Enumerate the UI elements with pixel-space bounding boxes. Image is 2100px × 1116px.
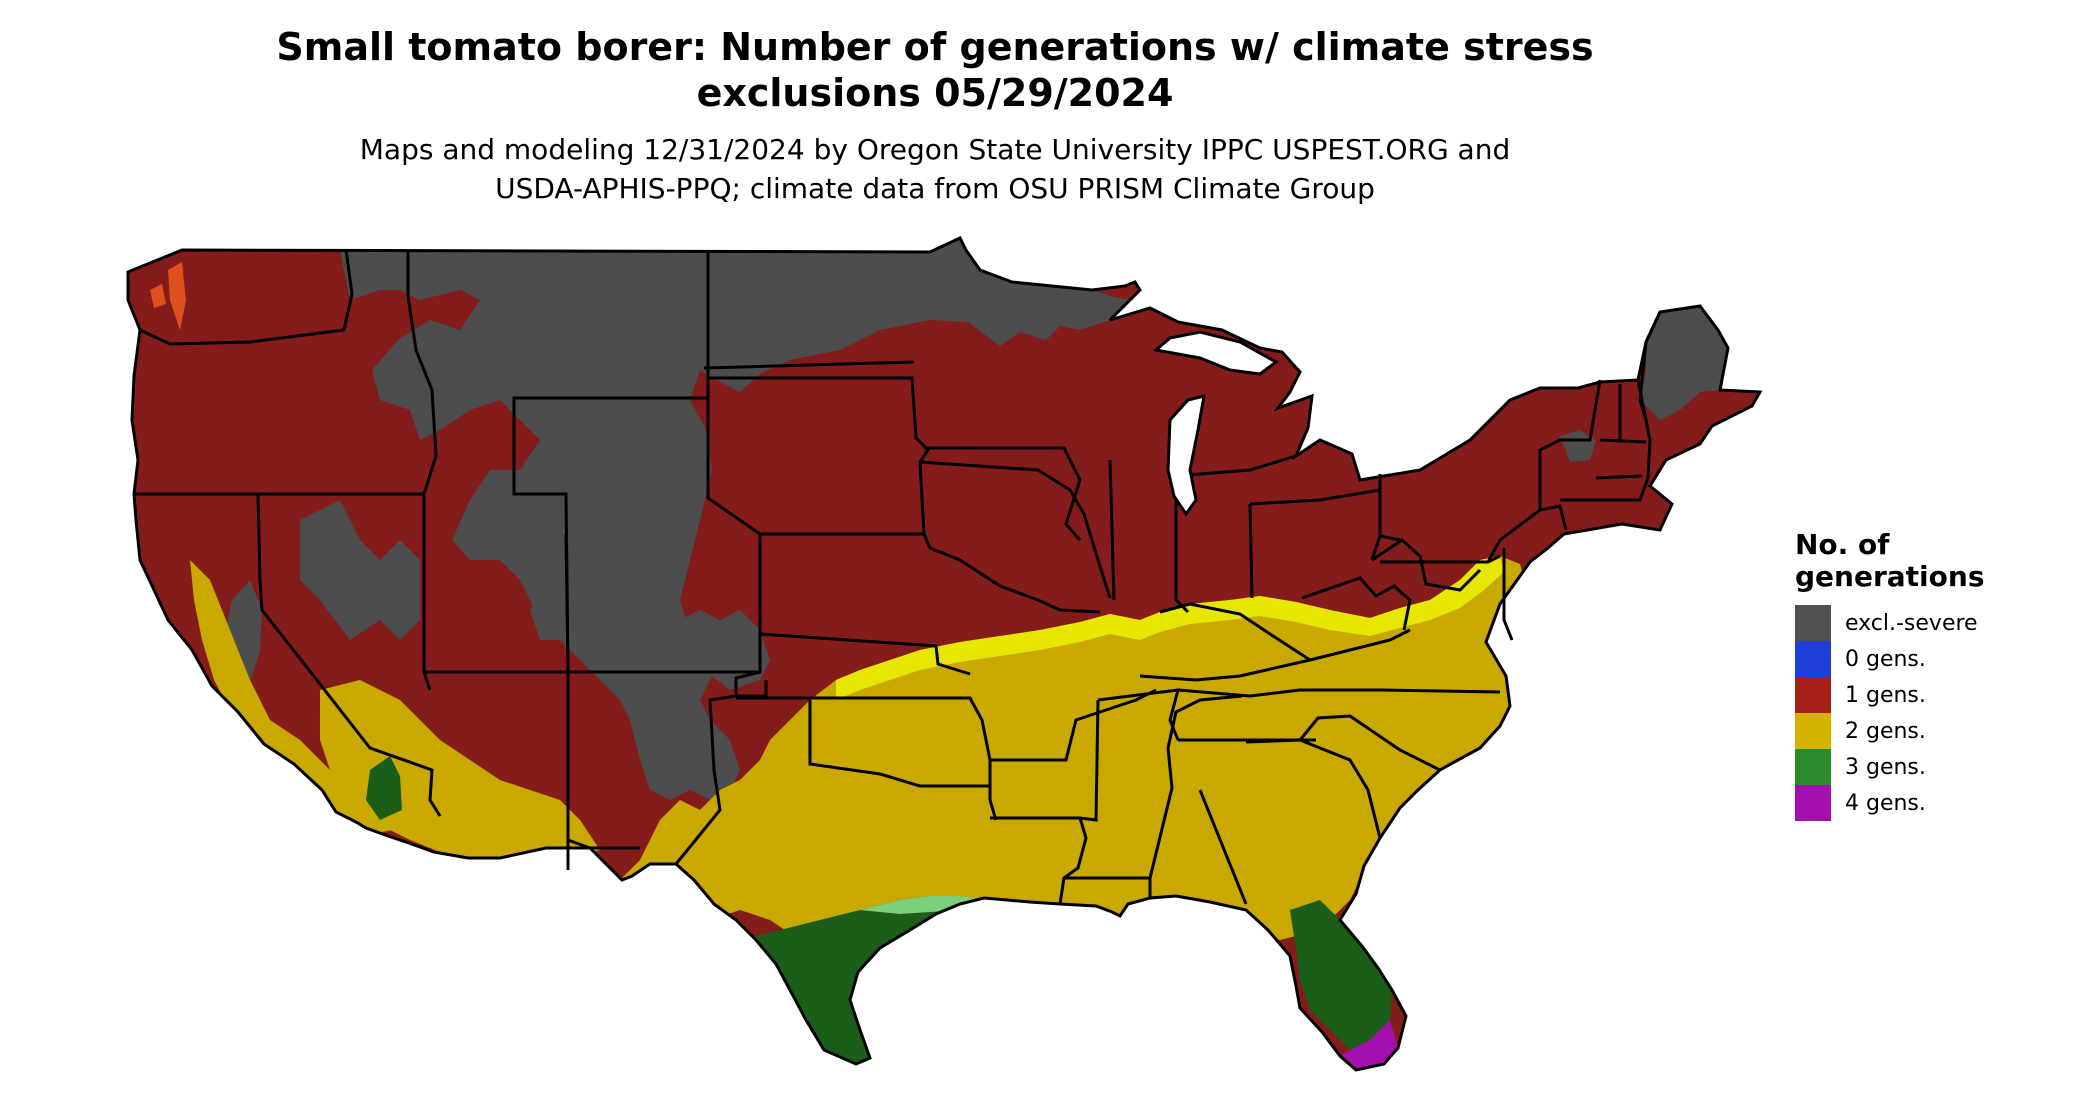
zone-excl-upper-midwest bbox=[930, 238, 1130, 346]
zone-excl-great-basin bbox=[300, 500, 420, 640]
legend-swatch bbox=[1795, 641, 1831, 677]
zone-3-gens-florida bbox=[1290, 900, 1392, 1050]
map-title: Small tomato borer: Number of generation… bbox=[220, 24, 1650, 116]
title-line-1: Small tomato borer: Number of generation… bbox=[276, 25, 1594, 69]
us-generations-map bbox=[126, 236, 1763, 1072]
zone-excl-maine bbox=[1640, 306, 1728, 420]
legend-items: excl.-severe 0 gens. 1 gens. 2 gens. 3 gens.… bbox=[1795, 605, 1984, 821]
legend-swatch bbox=[1795, 785, 1831, 821]
legend: No. of generations excl.-severe 0 gens. 1 … bbox=[1795, 529, 1984, 821]
title-line-2: exclusions 05/29/2024 bbox=[696, 71, 1174, 115]
legend-item: excl.-severe bbox=[1795, 605, 1984, 641]
zone-2-gens-fringe bbox=[836, 556, 1504, 700]
legend-label: excl.-severe bbox=[1845, 610, 1978, 636]
zone-3-gens-socal bbox=[366, 756, 402, 820]
great-lakes bbox=[1152, 330, 1279, 517]
legend-swatch bbox=[1795, 605, 1831, 641]
zone-excl-sierra bbox=[226, 580, 262, 690]
legend-item: 3 gens. bbox=[1795, 749, 1984, 785]
legend-swatch bbox=[1795, 713, 1831, 749]
subtitle-line-2: USDA-APHIS-PPQ; climate data from OSU PR… bbox=[495, 172, 1375, 205]
legend-swatch bbox=[1795, 749, 1831, 785]
legend-item: 2 gens. bbox=[1795, 713, 1984, 749]
zone-excl-adirondacks bbox=[1560, 430, 1596, 462]
legend-label: 1 gens. bbox=[1845, 682, 1926, 708]
legend-item: 1 gens. bbox=[1795, 677, 1984, 713]
legend-label: 2 gens. bbox=[1845, 718, 1926, 744]
legend-title-line-2: generations bbox=[1795, 560, 1985, 593]
legend-item: 0 gens. bbox=[1795, 641, 1984, 677]
zone-excl-northern-rockies bbox=[340, 250, 930, 680]
subtitle-line-1: Maps and modeling 12/31/2024 by Oregon S… bbox=[359, 133, 1511, 166]
zone-1-gens-cascades-highlight bbox=[168, 262, 186, 330]
zone-4-gens-south-florida bbox=[1340, 1020, 1398, 1070]
zone-excl-colorado-rockies bbox=[530, 560, 770, 800]
map-subtitle: Maps and modeling 12/31/2024 by Oregon S… bbox=[220, 130, 1650, 208]
zone-2-gens-south bbox=[620, 556, 1530, 960]
legend-label: 4 gens. bbox=[1845, 790, 1926, 816]
legend-title-line-1: No. of bbox=[1795, 528, 1890, 561]
legend-label: 0 gens. bbox=[1845, 646, 1926, 672]
zone-1-gens-olympics-highlight bbox=[150, 284, 166, 308]
zone-3-gens-gulf-coast bbox=[740, 896, 1128, 1064]
legend-label: 3 gens. bbox=[1845, 754, 1926, 780]
state-boundaries bbox=[126, 236, 1763, 1072]
legend-swatch bbox=[1795, 677, 1831, 713]
legend-item: 4 gens. bbox=[1795, 785, 1984, 821]
legend-title: No. of generations bbox=[1795, 529, 1984, 593]
